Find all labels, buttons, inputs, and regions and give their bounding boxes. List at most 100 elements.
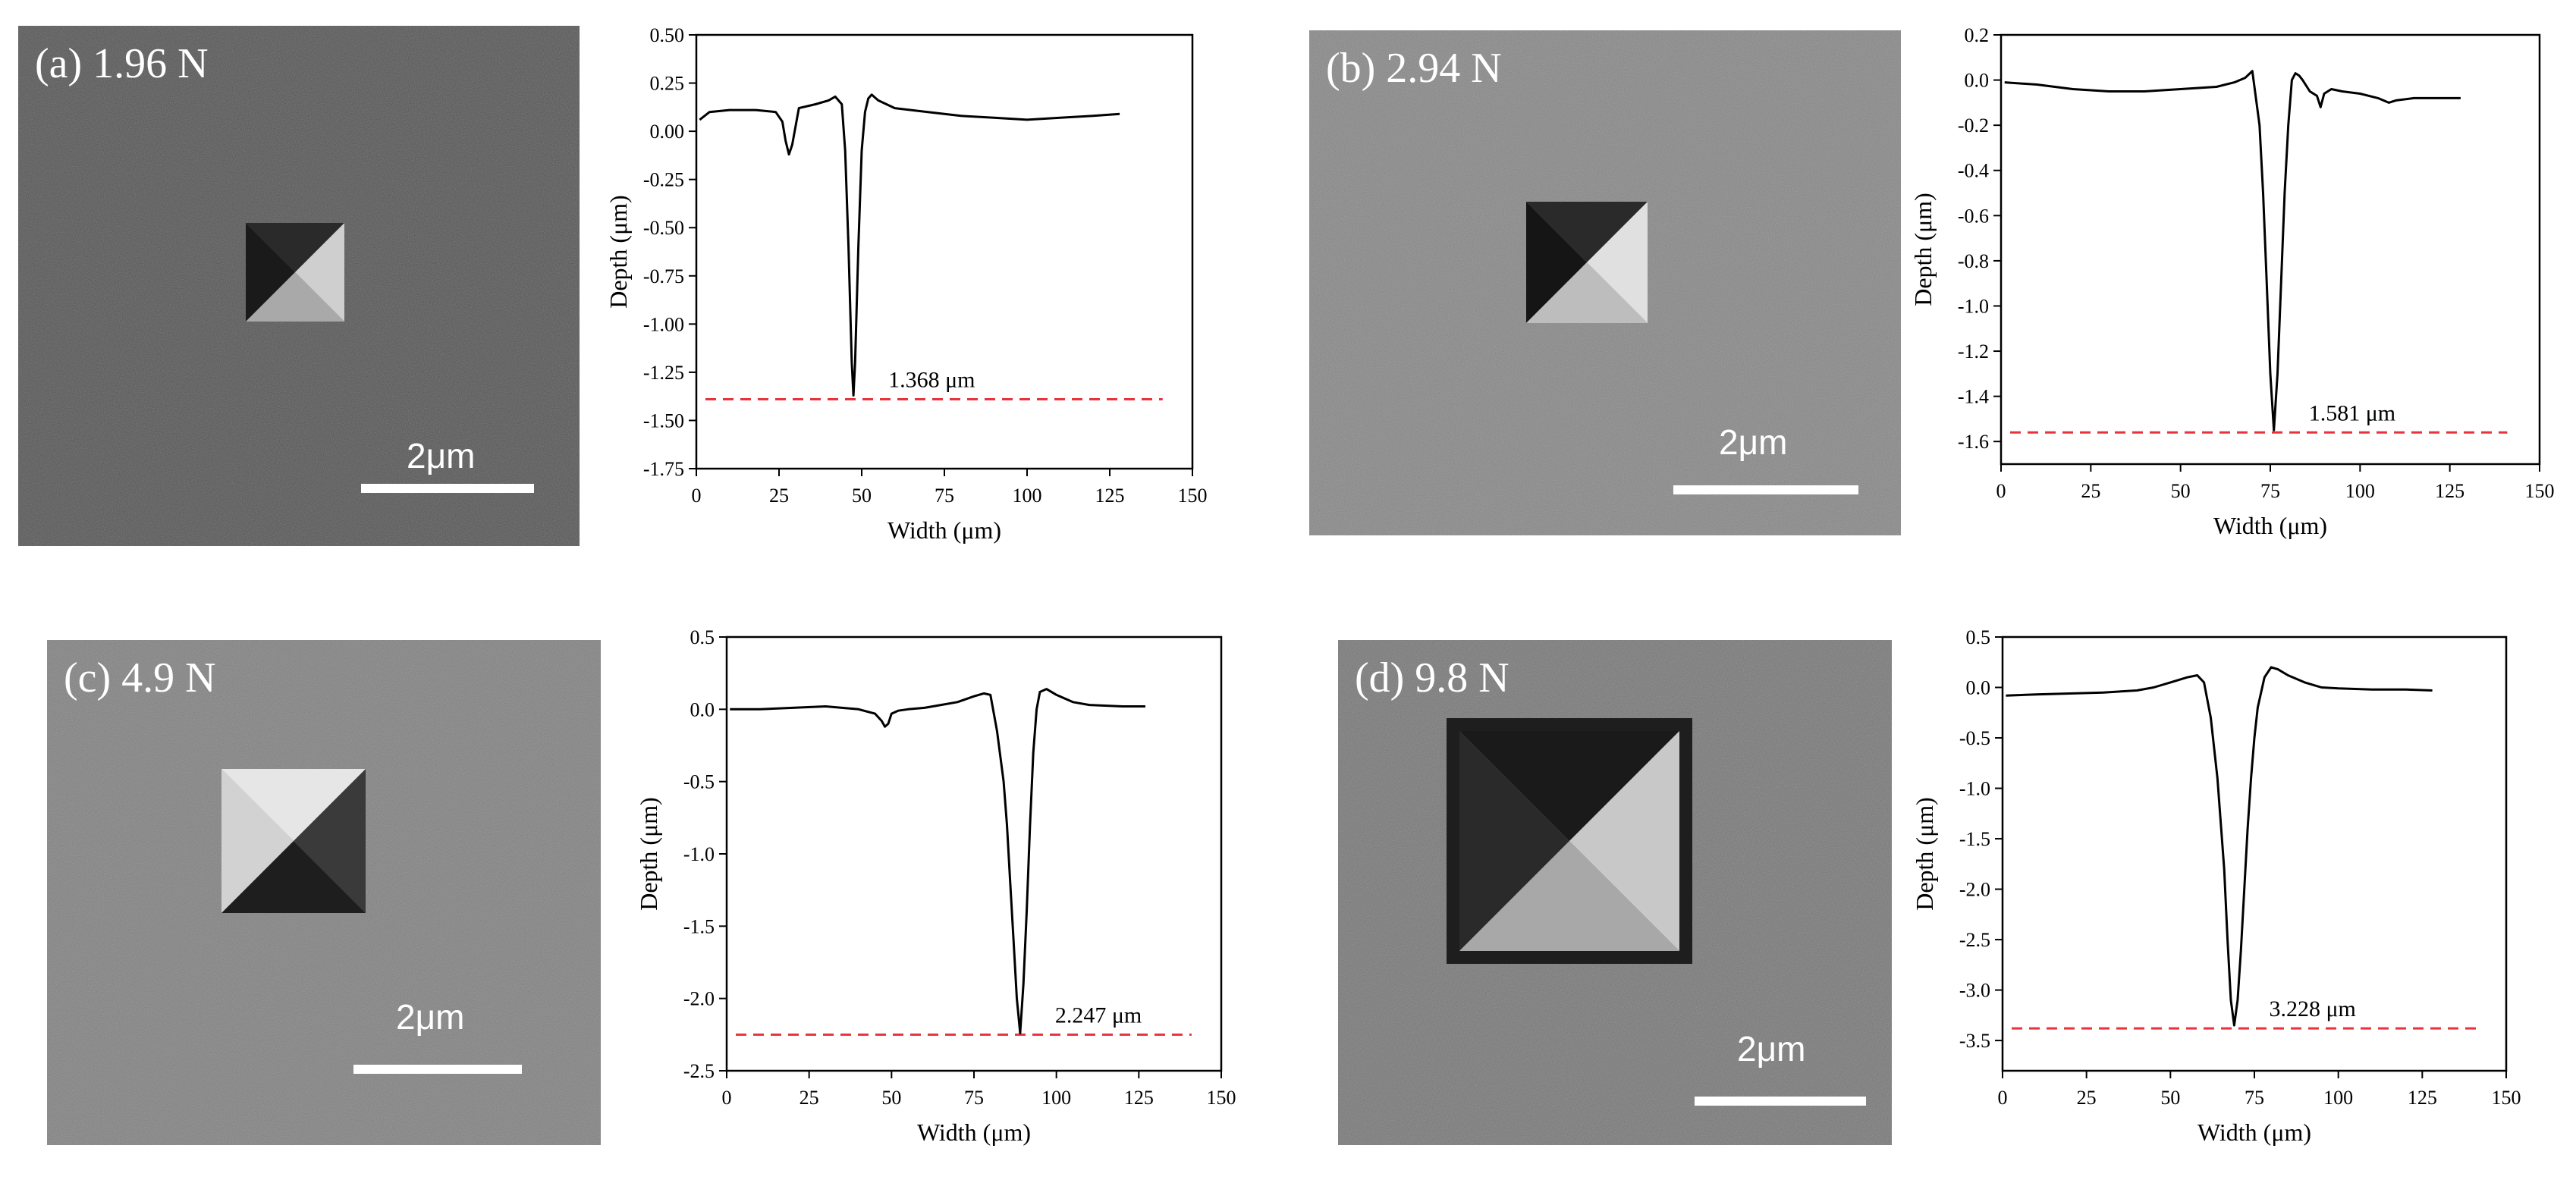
x-tick-label: 0 — [692, 485, 702, 507]
scale-text-b: 2μm — [1719, 422, 1788, 462]
y-tick-label: -1.0 — [1959, 778, 1990, 800]
x-tick-label: 25 — [769, 485, 789, 507]
x-tick-label: 150 — [2492, 1087, 2521, 1109]
sem-label-d: (d) 9.8 N — [1355, 654, 1509, 701]
y-tick-label: -0.50 — [643, 217, 684, 239]
x-tick-label: 25 — [2081, 480, 2100, 502]
depth-profile-line — [2006, 666, 2433, 1027]
y-axis-label: Depth (μm) — [635, 797, 662, 911]
y-tick-label: -2.0 — [1959, 879, 1990, 901]
scale-text-a: 2μm — [407, 436, 476, 475]
y-tick-label: -2.0 — [683, 988, 715, 1010]
x-tick-label: 125 — [1095, 485, 1125, 507]
y-tick-label: -1.00 — [643, 313, 684, 335]
x-tick-label: 75 — [2245, 1087, 2264, 1109]
x-tick-label: 75 — [935, 485, 954, 507]
x-tick-label: 50 — [881, 1087, 901, 1109]
depth-annotation: 3.228 μm — [2269, 996, 2355, 1021]
y-tick-label: -1.75 — [643, 458, 684, 480]
x-tick-label: 75 — [964, 1087, 984, 1109]
x-axis-label: Width (μm) — [2213, 512, 2327, 539]
y-tick-label: -0.8 — [1958, 250, 1989, 272]
y-tick-label: 0.50 — [650, 24, 685, 46]
sem-image-d: (d) 9.8 N 2μm — [1338, 640, 1892, 1145]
y-tick-label: -1.25 — [643, 362, 684, 384]
x-tick-label: 100 — [2345, 480, 2375, 502]
x-tick-label: 100 — [2323, 1087, 2353, 1109]
x-tick-label: 25 — [2077, 1087, 2097, 1109]
x-tick-label: 150 — [1207, 1087, 1236, 1109]
y-axis-label: Depth (μm) — [1911, 797, 1938, 911]
y-tick-label: -0.25 — [643, 169, 684, 191]
y-tick-label: 0.25 — [650, 73, 685, 95]
x-tick-label: 150 — [2525, 480, 2555, 502]
x-tick-label: 50 — [852, 485, 872, 507]
x-tick-label: 100 — [1013, 485, 1042, 507]
x-tick-label: 50 — [2171, 480, 2191, 502]
y-tick-label: -1.2 — [1958, 340, 1989, 362]
x-tick-label: 125 — [1124, 1087, 1154, 1109]
indent-c — [221, 769, 366, 913]
x-axis-label: Width (μm) — [917, 1119, 1031, 1146]
y-tick-label: -1.50 — [643, 410, 684, 431]
y-tick-label: -1.4 — [1958, 386, 1989, 408]
x-tick-label: 0 — [1998, 1087, 2008, 1109]
sem-image-b: (b) 2.94 N 2μm — [1309, 30, 1901, 535]
depth-profile-line — [699, 93, 1120, 397]
y-axis-label: Depth (μm) — [605, 195, 632, 309]
sem-micrograph-d — [1338, 640, 1892, 1145]
sem-micrograph-b — [1309, 30, 1901, 535]
x-tick-label: 0 — [722, 1087, 732, 1109]
x-tick-label: 125 — [2435, 480, 2464, 502]
y-axis-label: Depth (μm) — [1909, 193, 1937, 306]
depth-annotation: 2.247 μm — [1055, 1003, 1142, 1028]
x-tick-label: 125 — [2408, 1087, 2437, 1109]
sem-micrograph-a — [18, 26, 580, 546]
y-tick-label: 0.00 — [650, 121, 685, 143]
y-tick-label: -1.0 — [683, 843, 715, 865]
sem-micrograph-c — [47, 640, 601, 1145]
x-axis-label: Width (μm) — [887, 516, 1001, 544]
y-tick-label: 0.0 — [690, 698, 715, 720]
x-tick-label: 75 — [2260, 480, 2280, 502]
y-tick-label: 0.0 — [1966, 677, 1991, 699]
x-tick-label: 150 — [1178, 485, 1208, 507]
indent-b — [1526, 202, 1648, 323]
x-tick-label: 25 — [800, 1087, 819, 1109]
depth-profile-line — [730, 688, 1145, 1034]
y-tick-label: -0.6 — [1958, 205, 1989, 227]
depth-annotation: 1.368 μm — [888, 367, 975, 392]
y-tick-label: -1.5 — [1959, 828, 1990, 850]
y-tick-label: 0.5 — [690, 626, 715, 648]
y-tick-label: -2.5 — [683, 1060, 715, 1082]
y-tick-label: -1.6 — [1958, 431, 1989, 453]
sem-image-c: (c) 4.9 N 2μm — [47, 640, 601, 1145]
y-tick-label: -3.5 — [1959, 1030, 1990, 1052]
scale-bar-a — [361, 484, 534, 493]
y-tick-label: -1.5 — [683, 915, 715, 937]
y-tick-label: -3.0 — [1959, 980, 1990, 1002]
x-tick-label: 100 — [1041, 1087, 1071, 1109]
x-axis-label: Width (μm) — [2197, 1119, 2311, 1146]
sem-label-c: (c) 4.9 N — [64, 654, 216, 701]
indent-d — [1447, 718, 1692, 964]
y-tick-label: -0.4 — [1958, 160, 1989, 182]
scale-bar-b — [1673, 485, 1858, 494]
y-tick-label: 0.5 — [1966, 626, 1991, 648]
depth-annotation: 1.581 μm — [2309, 400, 2395, 425]
sem-label-b: (b) 2.94 N — [1326, 45, 1502, 92]
x-tick-label: 50 — [2160, 1087, 2180, 1109]
scale-bar-d — [1695, 1097, 1866, 1106]
y-tick-label: 0.0 — [1965, 70, 1990, 92]
sem-image-a: (a) 1.96 N 2μm — [18, 26, 580, 546]
y-tick-label: -0.5 — [1959, 727, 1990, 749]
indent-a — [246, 223, 344, 322]
sem-label-a: (a) 1.96 N — [35, 40, 209, 87]
y-tick-label: -2.5 — [1959, 929, 1990, 951]
scale-bar-c — [353, 1065, 522, 1074]
y-tick-label: -0.2 — [1958, 115, 1989, 136]
